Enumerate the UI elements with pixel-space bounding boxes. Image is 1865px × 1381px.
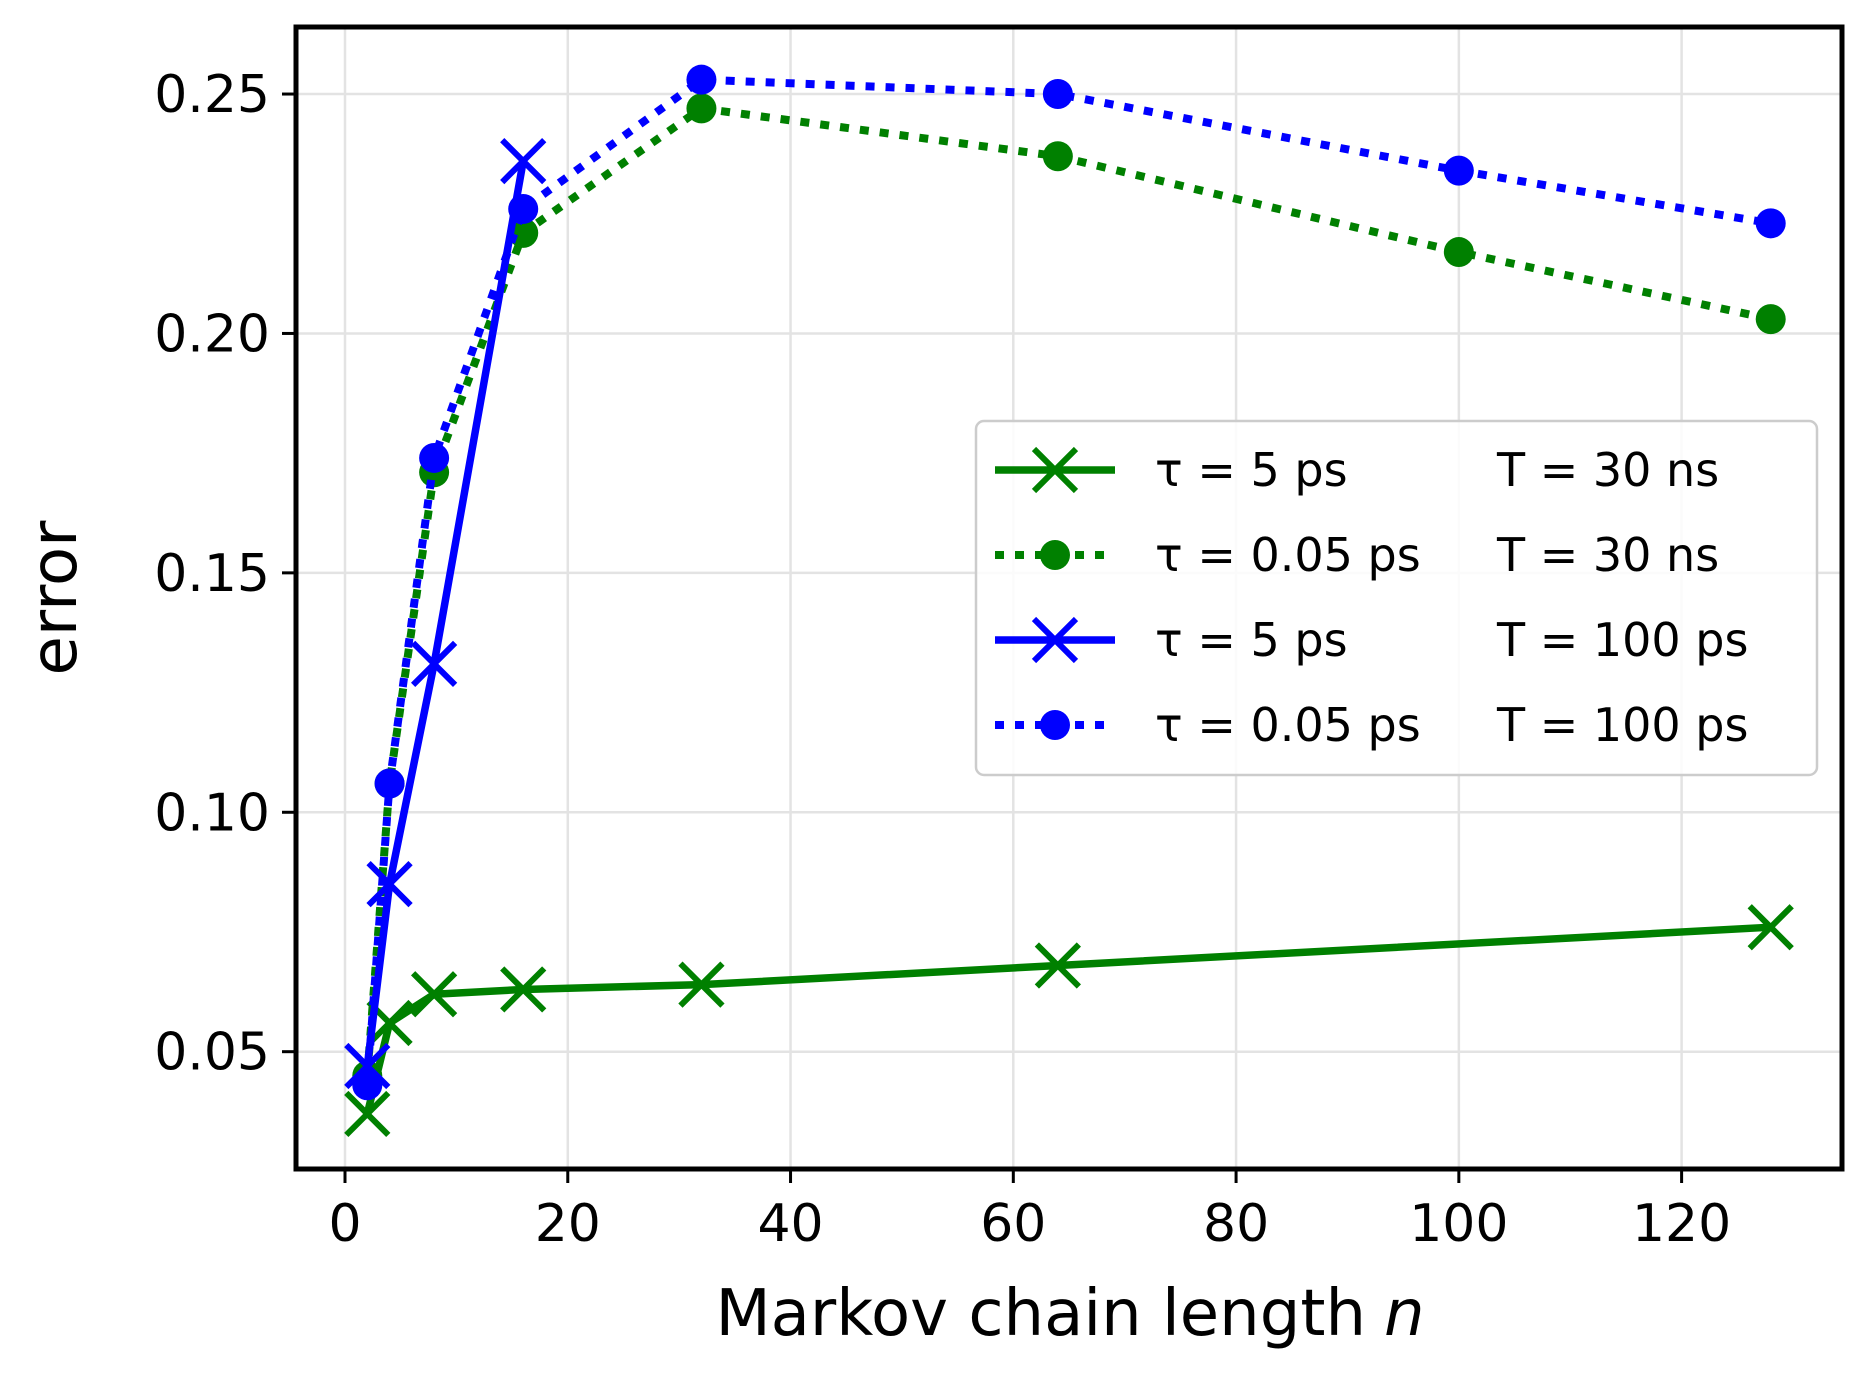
series-line [363,160,527,1067]
x-axis-title-text: Markov chain length [715,1277,1366,1351]
legend-tau-label: τ = 5 ps [1155,613,1348,667]
x-tick-label: 20 [535,1194,601,1254]
data-point [508,193,539,224]
x-tick-label: 0 [328,1194,361,1254]
data-point [1042,79,1073,110]
legend-box [974,419,1819,777]
series-line [363,75,1772,1086]
legend: τ = 5 ps T = 30 nsτ = 0.05 ps T = 30 nsτ =… [974,419,1819,777]
data-point [686,64,717,95]
series-3 [344,137,547,1090]
legend-entry-2: τ = 0.05 ps T = 30 ns [995,528,1719,582]
plot-frame [293,24,1845,1172]
legend-T-label: T = 100 ps [1496,698,1748,752]
legend-marker [1031,616,1079,664]
ticks: 0 20 40 60 80 100 120 0.05 0.10 0.15 0.20 0.25 [154,65,1731,1254]
data-point [1755,208,1786,239]
x-tick-label: 100 [1409,1194,1508,1254]
data-point [366,860,413,908]
data-point [678,961,725,1008]
legend-entry-4: τ = 0.05 ps T = 100 ps [995,698,1748,752]
y-tick-label: 0.15 [154,544,270,604]
series-line [363,104,1772,1076]
x-axis-title-variable: n [1384,1277,1425,1351]
x-axis-title: Markov chain length n [715,1277,1424,1351]
data-point [1042,141,1073,172]
data-point [1034,942,1081,989]
legend-marker [1031,446,1079,494]
data-point [500,137,547,185]
data-point [344,1090,391,1138]
legend-entry-1: τ = 5 ps T = 30 ns [995,443,1719,497]
legend-tau-label: τ = 5 ps [1155,443,1348,497]
data-point [1443,237,1474,268]
x-tick-label: 80 [1203,1194,1269,1254]
data-point [686,93,717,124]
data-point [1443,155,1474,186]
legend-marker [1040,710,1070,740]
legend-T-label: T = 30 ns [1496,528,1719,582]
data-point [1755,304,1786,335]
data-point [410,971,458,1018]
series-4 [352,64,1786,1101]
legend-tau-label: τ = 0.05 ps [1155,528,1421,582]
data-point [410,640,458,687]
data-point [352,1070,383,1101]
legend-tau-label: τ = 0.05 ps [1155,698,1421,752]
y-tick-label: 0.05 [154,1023,270,1083]
x-tick-label: 60 [980,1194,1046,1254]
y-tick-label: 0.10 [154,783,270,843]
series-1 [344,904,1794,1138]
legend-T-label: T = 100 ps [1496,613,1748,667]
legend-T-label: T = 30 ns [1496,443,1719,497]
data-point [500,966,547,1013]
data-point [419,442,450,473]
legend-entry-3: τ = 5 ps T = 100 ps [995,613,1748,667]
data-point [374,768,405,799]
y-tick-label: 0.20 [154,304,270,364]
data-point [1747,904,1794,951]
series-layer [344,64,1794,1138]
x-tick-label: 40 [757,1194,823,1254]
y-tick-label: 0.25 [154,65,270,125]
x-tick-label: 120 [1632,1194,1731,1254]
legend-marker [1040,540,1070,570]
y-axis-title: error [18,520,92,676]
